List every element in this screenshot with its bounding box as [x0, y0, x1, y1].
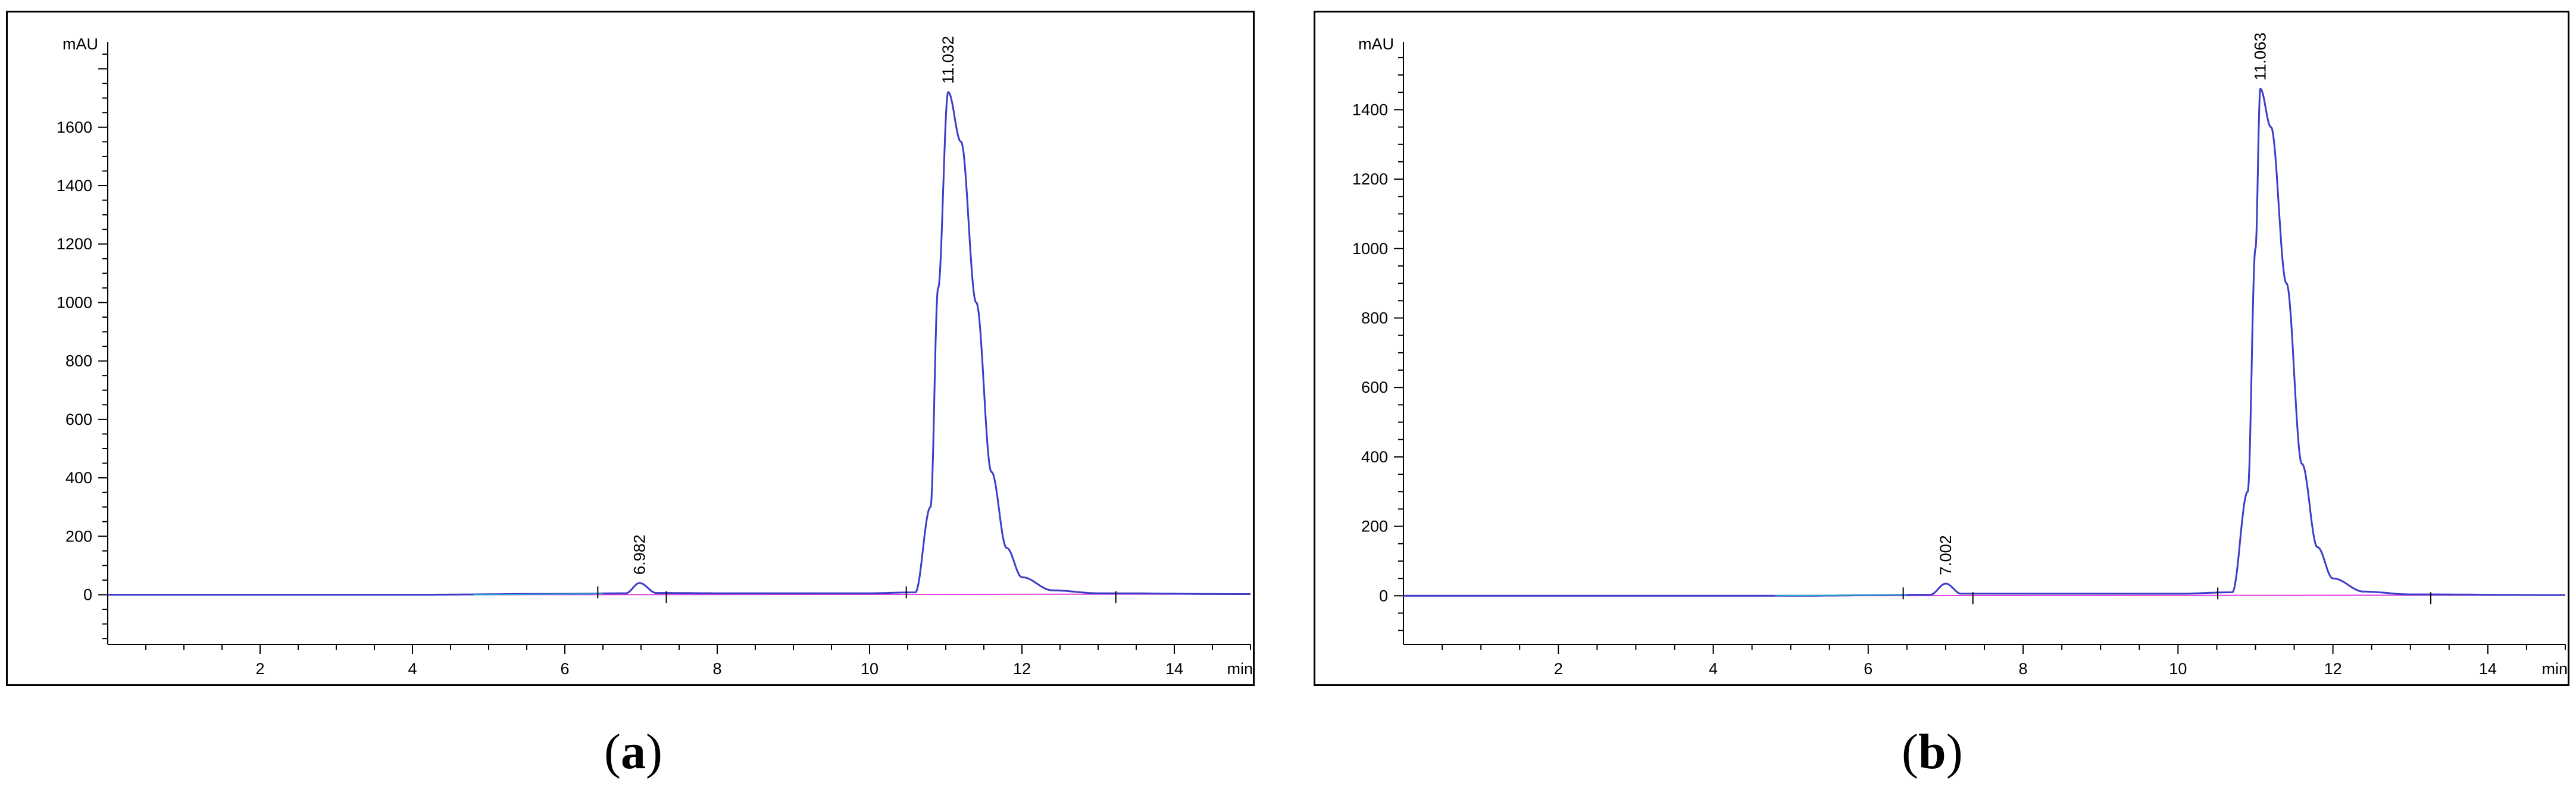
- chart-a-y-tick-label: 1600: [57, 118, 92, 136]
- chart-b-peak-label: 11.063: [2252, 33, 2269, 81]
- caption-b: (b): [1902, 724, 1963, 779]
- chart-b-y-tick-label: 200: [1361, 518, 1388, 536]
- caption-a-letter: a: [620, 724, 646, 779]
- caption-a: (a): [604, 724, 662, 779]
- chart-a-svg: 0 200 400 600 800 1000 1200 1400 1600 mAU 2 4 6 8 10 12…: [57, 35, 1253, 678]
- chart-b-y-tick-label: 1200: [1352, 170, 1388, 188]
- chart-a-peak-label: 11.032: [939, 36, 957, 84]
- chart-a-y-tick-label: 0: [83, 586, 92, 604]
- chart-a-x-tick-label: 10: [861, 660, 879, 678]
- chart-a-y-tick-label: 200: [65, 527, 92, 545]
- chart-b-peak-label: 7.002: [1937, 535, 1955, 575]
- chart-a-y-tick-label: 400: [65, 469, 92, 487]
- caption-b-letter: b: [1918, 724, 1946, 779]
- chart-a-x-tick-label: 4: [408, 660, 417, 678]
- chart-panel-a: 0 200 400 600 800 1000 1200 1400 1600 mAU 2 4 6 8 10 12…: [6, 11, 1255, 686]
- chart-b-y-tick-label: 800: [1361, 309, 1388, 327]
- chart-a-baseline: [465, 593, 1251, 596]
- chart-a-y-axis-label: mAU: [62, 35, 98, 53]
- chart-b-x-tick-label: 2: [1554, 660, 1563, 678]
- chart-b-y-tick-label: 0: [1379, 587, 1388, 605]
- chart-a-x-tick-label: 6: [560, 660, 569, 678]
- chart-a-x-axis-label: min: [1227, 660, 1253, 678]
- chart-b-x-tick-label: 10: [2169, 660, 2187, 678]
- chart-b-x-tick-label: 14: [2479, 660, 2497, 678]
- chart-a-peak-label: 6.982: [631, 534, 649, 575]
- chart-b-signal-trace: [1403, 87, 2565, 597]
- chart-b-y-tick-label: 600: [1361, 378, 1388, 396]
- chart-b-y-axis-label: mAU: [1358, 35, 1394, 53]
- chart-a-x-tick-label: 8: [712, 660, 721, 678]
- chart-a-signal-trace: [108, 90, 1251, 596]
- chart-b-y-tick-label: 1000: [1352, 240, 1388, 258]
- chart-b-baseline-segment: [1775, 594, 1907, 597]
- chart-b-y-tick-label: 400: [1361, 448, 1388, 466]
- chart-a-x-tick-label: 12: [1013, 660, 1031, 678]
- chart-a-y-tick-label: 800: [65, 352, 92, 370]
- chart-a-x-tick-label: 2: [255, 660, 264, 678]
- chart-b-svg: 0 200 400 600 800 1000 1200 1400 mAU 2 4 6 8 10 12 14 mi…: [1352, 33, 2568, 678]
- chart-b-y-tick-label: 1400: [1352, 101, 1388, 118]
- chart-b-x-tick-label: 6: [1864, 660, 1872, 678]
- chart-a-y-tick-label: 1000: [57, 293, 92, 311]
- chart-a-y-tick-label: 1200: [57, 235, 92, 253]
- chart-a-y-tick-label: 600: [65, 411, 92, 428]
- chart-b-x-axis-label: min: [2541, 660, 2568, 678]
- chart-panel-b: 0 200 400 600 800 1000 1200 1400 mAU 2 4 6 8 10 12 14 mi…: [1314, 11, 2569, 686]
- chart-a-x-tick-label: 14: [1165, 660, 1183, 678]
- chart-b-x-tick-label: 8: [2019, 660, 2028, 678]
- chart-a-y-tick-label: 1400: [57, 177, 92, 195]
- chart-b-x-tick-label: 4: [1709, 660, 1718, 678]
- chart-b-x-tick-label: 12: [2324, 660, 2342, 678]
